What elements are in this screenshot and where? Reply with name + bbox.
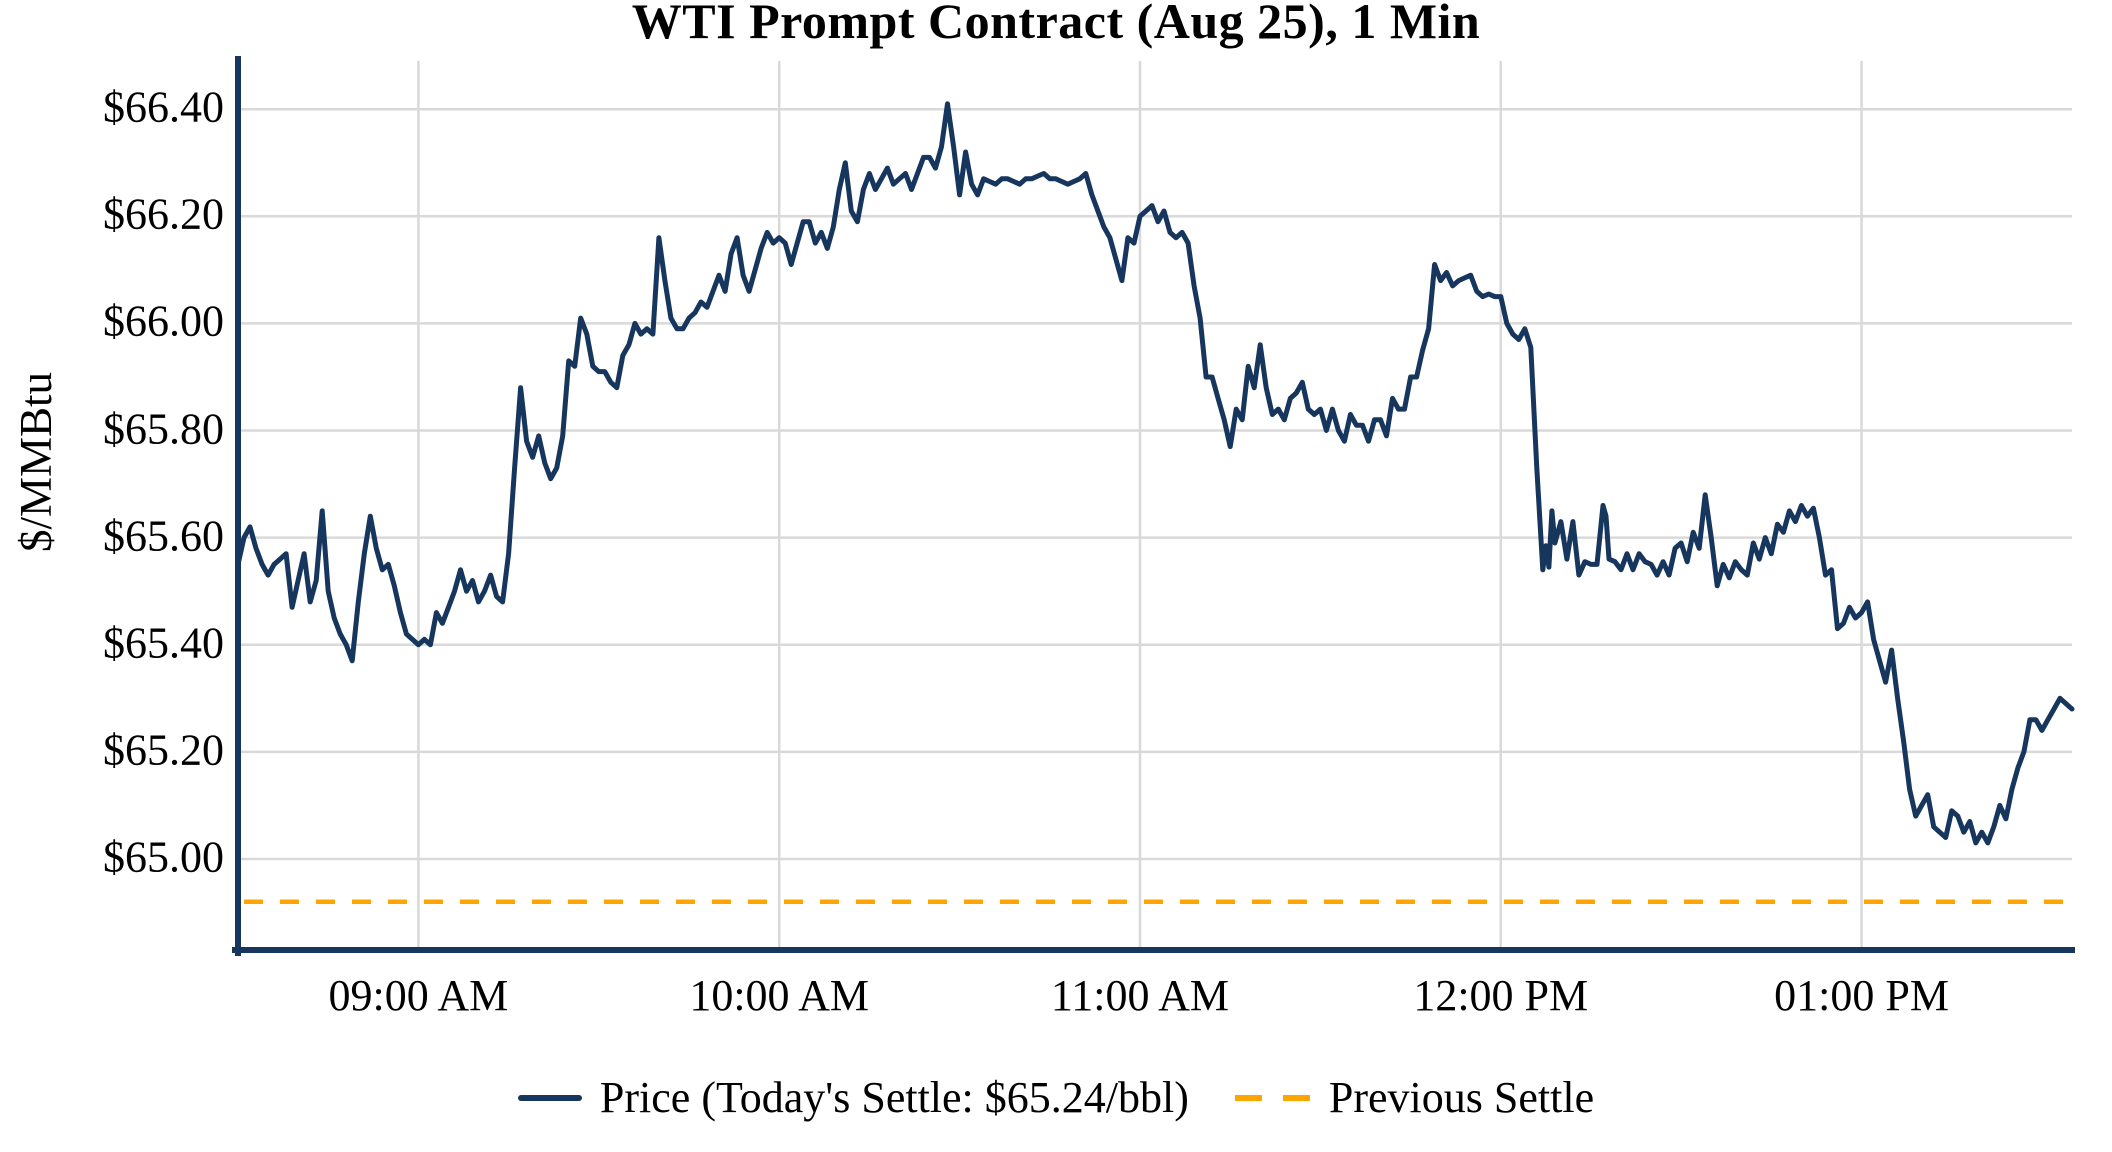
y-tick-label: $66.40 bbox=[103, 82, 224, 132]
x-tick-label: 12:00 PM bbox=[1413, 971, 1589, 1020]
x-tick-label: 11:00 AM bbox=[1050, 971, 1229, 1020]
price-line bbox=[235, 101, 2075, 846]
y-tick-label: $65.60 bbox=[103, 511, 224, 561]
y-tick-label: $65.40 bbox=[103, 618, 224, 668]
y-tick-label: $66.00 bbox=[103, 296, 224, 346]
y-tick-label: $65.80 bbox=[103, 403, 224, 453]
previous-settle-swatch bbox=[1234, 1094, 1311, 1101]
legend-price-label: Price (Today's Settle: $65.24/bbl) bbox=[599, 1073, 1189, 1122]
x-tick-label: 10:00 AM bbox=[689, 971, 870, 1020]
chart-title: WTI Prompt Contract (Aug 25), 1 Min bbox=[631, 0, 1481, 49]
y-tick-label: $66.20 bbox=[103, 189, 224, 239]
x-tick-label: 01:00 PM bbox=[1774, 971, 1949, 1020]
x-tick-label: 09:00 AM bbox=[328, 971, 509, 1020]
legend: Price (Today's Settle: $65.24/bbl) Previ… bbox=[0, 1072, 2112, 1123]
price-line-swatch bbox=[517, 1094, 582, 1101]
y-tick-label: $65.20 bbox=[103, 725, 224, 775]
legend-previous-settle-label: Previous Settle bbox=[1328, 1073, 1595, 1122]
y-tick-label: $65.00 bbox=[103, 832, 224, 882]
